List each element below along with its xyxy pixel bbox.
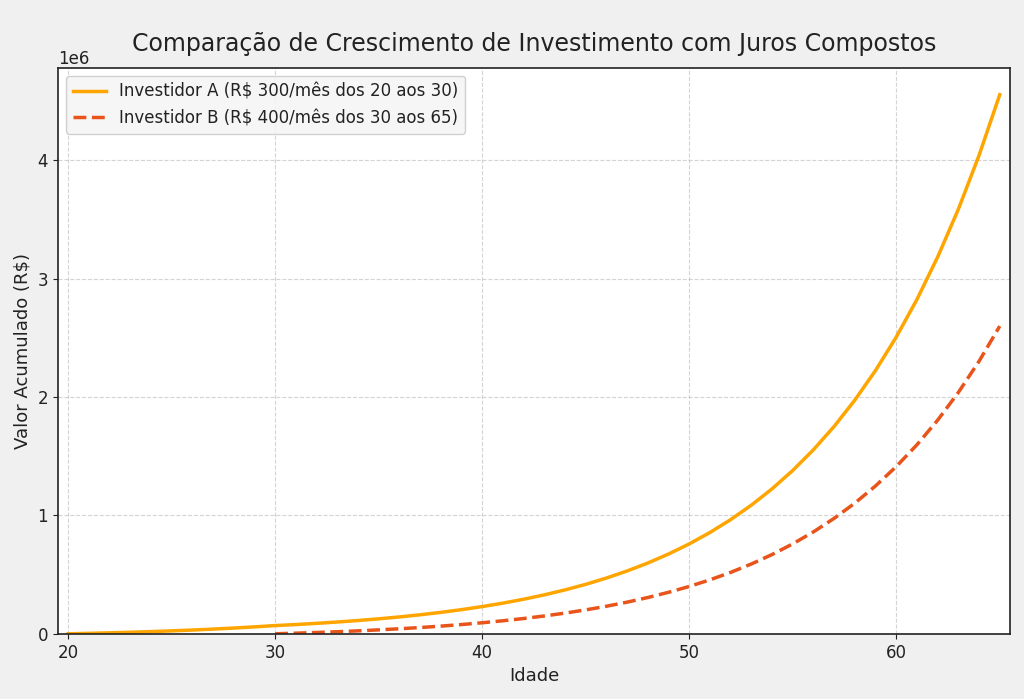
Investidor B (R$ 400/mês dos 30 aos 65) bbox=[952, 388, 965, 396]
Investidor B (R$ 400/mês dos 30 aos 65) bbox=[621, 598, 633, 606]
Investidor A (R$ 300/mês dos 20 aos 30) bbox=[352, 617, 365, 625]
Investidor A (R$ 300/mês dos 20 aos 30) bbox=[766, 484, 778, 493]
Investidor B (R$ 400/mês dos 30 aos 65) bbox=[373, 626, 385, 634]
Investidor A (R$ 300/mês dos 20 aos 30) bbox=[973, 151, 985, 159]
Investidor A (R$ 300/mês dos 20 aos 30) bbox=[456, 605, 468, 614]
Investidor B (R$ 400/mês dos 30 aos 65) bbox=[993, 322, 1006, 331]
Investidor B (R$ 400/mês dos 30 aos 65) bbox=[807, 528, 819, 536]
Investidor B (R$ 400/mês dos 30 aos 65) bbox=[642, 593, 654, 602]
Investidor B (R$ 400/mês dos 30 aos 65) bbox=[725, 568, 737, 577]
Investidor A (R$ 300/mês dos 20 aos 30) bbox=[703, 528, 716, 537]
X-axis label: Idade: Idade bbox=[509, 667, 559, 685]
Line: Investidor A (R$ 300/mês dos 20 aos 30): Investidor A (R$ 300/mês dos 20 aos 30) bbox=[69, 94, 999, 634]
Investidor B (R$ 400/mês dos 30 aos 65) bbox=[745, 560, 758, 568]
Investidor A (R$ 300/mês dos 20 aos 30) bbox=[186, 626, 199, 634]
Title: Comparação de Crescimento de Investimento com Juros Compostos: Comparação de Crescimento de Investiment… bbox=[132, 32, 936, 56]
Investidor A (R$ 300/mês dos 20 aos 30) bbox=[932, 253, 944, 261]
Investidor A (R$ 300/mês dos 20 aos 30) bbox=[83, 629, 95, 637]
Investidor B (R$ 400/mês dos 30 aos 65) bbox=[683, 582, 695, 591]
Investidor A (R$ 300/mês dos 20 aos 30) bbox=[828, 422, 841, 431]
Investidor B (R$ 400/mês dos 30 aos 65) bbox=[434, 622, 446, 630]
Investidor A (R$ 300/mês dos 20 aos 30) bbox=[414, 611, 426, 619]
Investidor A (R$ 300/mês dos 20 aos 30) bbox=[890, 333, 902, 341]
Investidor B (R$ 400/mês dos 30 aos 65) bbox=[869, 482, 882, 490]
Investidor B (R$ 400/mês dos 30 aos 65) bbox=[393, 625, 406, 633]
Investidor A (R$ 300/mês dos 20 aos 30) bbox=[745, 501, 758, 510]
Investidor A (R$ 300/mês dos 20 aos 30) bbox=[124, 628, 136, 637]
Investidor B (R$ 400/mês dos 30 aos 65) bbox=[890, 462, 902, 470]
Investidor A (R$ 300/mês dos 20 aos 30) bbox=[103, 628, 116, 637]
Investidor A (R$ 300/mês dos 20 aos 30) bbox=[580, 580, 592, 589]
Investidor A (R$ 300/mês dos 20 aos 30) bbox=[725, 515, 737, 524]
Investidor B (R$ 400/mês dos 30 aos 65) bbox=[559, 609, 571, 617]
Investidor A (R$ 300/mês dos 20 aos 30) bbox=[227, 624, 240, 633]
Investidor B (R$ 400/mês dos 30 aos 65) bbox=[290, 629, 302, 637]
Investidor A (R$ 300/mês dos 20 aos 30) bbox=[910, 295, 923, 303]
Investidor B (R$ 400/mês dos 30 aos 65) bbox=[269, 630, 282, 638]
Investidor A (R$ 300/mês dos 20 aos 30) bbox=[663, 550, 675, 559]
Investidor A (R$ 300/mês dos 20 aos 30) bbox=[786, 466, 799, 475]
Investidor B (R$ 400/mês dos 30 aos 65) bbox=[703, 576, 716, 584]
Investidor A (R$ 300/mês dos 20 aos 30) bbox=[310, 619, 323, 628]
Investidor A (R$ 300/mês dos 20 aos 30) bbox=[807, 445, 819, 454]
Investidor A (R$ 300/mês dos 20 aos 30) bbox=[290, 620, 302, 628]
Investidor A (R$ 300/mês dos 20 aos 30) bbox=[393, 613, 406, 621]
Investidor A (R$ 300/mês dos 20 aos 30) bbox=[207, 625, 219, 633]
Investidor B (R$ 400/mês dos 30 aos 65) bbox=[352, 627, 365, 635]
Investidor B (R$ 400/mês dos 30 aos 65) bbox=[932, 416, 944, 424]
Investidor A (R$ 300/mês dos 20 aos 30) bbox=[62, 630, 75, 638]
Investidor A (R$ 300/mês dos 20 aos 30) bbox=[952, 205, 965, 213]
Investidor A (R$ 300/mês dos 20 aos 30) bbox=[166, 627, 178, 635]
Investidor B (R$ 400/mês dos 30 aos 65) bbox=[539, 612, 551, 620]
Investidor A (R$ 300/mês dos 20 aos 30) bbox=[849, 396, 861, 404]
Investidor A (R$ 300/mês dos 20 aos 30) bbox=[559, 586, 571, 594]
Investidor A (R$ 300/mês dos 20 aos 30) bbox=[517, 595, 529, 603]
Investidor A (R$ 300/mês dos 20 aos 30) bbox=[539, 591, 551, 599]
Investidor A (R$ 300/mês dos 20 aos 30) bbox=[621, 567, 633, 575]
Investidor A (R$ 300/mês dos 20 aos 30) bbox=[600, 574, 612, 582]
Investidor A (R$ 300/mês dos 20 aos 30) bbox=[373, 614, 385, 623]
Investidor A (R$ 300/mês dos 20 aos 30) bbox=[497, 599, 509, 607]
Investidor B (R$ 400/mês dos 30 aos 65) bbox=[331, 628, 343, 636]
Investidor B (R$ 400/mês dos 30 aos 65) bbox=[849, 499, 861, 507]
Investidor A (R$ 300/mês dos 20 aos 30) bbox=[993, 90, 1006, 99]
Investidor B (R$ 400/mês dos 30 aos 65) bbox=[663, 588, 675, 596]
Investidor B (R$ 400/mês dos 30 aos 65) bbox=[973, 357, 985, 366]
Investidor B (R$ 400/mês dos 30 aos 65) bbox=[766, 550, 778, 559]
Investidor A (R$ 300/mês dos 20 aos 30) bbox=[476, 603, 488, 611]
Investidor B (R$ 400/mês dos 30 aos 65) bbox=[580, 606, 592, 614]
Investidor B (R$ 400/mês dos 30 aos 65) bbox=[910, 440, 923, 449]
Investidor B (R$ 400/mês dos 30 aos 65) bbox=[456, 620, 468, 628]
Legend: Investidor A (R$ 300/mês dos 20 aos 30), Investidor B (R$ 400/mês dos 30 aos 65): Investidor A (R$ 300/mês dos 20 aos 30),… bbox=[67, 76, 465, 134]
Investidor B (R$ 400/mês dos 30 aos 65) bbox=[497, 617, 509, 625]
Investidor B (R$ 400/mês dos 30 aos 65) bbox=[414, 624, 426, 632]
Line: Investidor B (R$ 400/mês dos 30 aos 65): Investidor B (R$ 400/mês dos 30 aos 65) bbox=[275, 326, 999, 634]
Investidor B (R$ 400/mês dos 30 aos 65) bbox=[600, 602, 612, 610]
Investidor B (R$ 400/mês dos 30 aos 65) bbox=[828, 514, 841, 523]
Investidor B (R$ 400/mês dos 30 aos 65) bbox=[786, 540, 799, 548]
Investidor A (R$ 300/mês dos 20 aos 30) bbox=[269, 621, 282, 630]
Investidor A (R$ 300/mês dos 20 aos 30) bbox=[434, 608, 446, 617]
Investidor A (R$ 300/mês dos 20 aos 30) bbox=[869, 366, 882, 375]
Investidor A (R$ 300/mês dos 20 aos 30) bbox=[642, 559, 654, 567]
Y-axis label: Valor Acumulado (R$): Valor Acumulado (R$) bbox=[14, 253, 32, 449]
Investidor B (R$ 400/mês dos 30 aos 65) bbox=[476, 619, 488, 627]
Investidor A (R$ 300/mês dos 20 aos 30) bbox=[249, 623, 261, 631]
Investidor B (R$ 400/mês dos 30 aos 65) bbox=[517, 614, 529, 623]
Investidor A (R$ 300/mês dos 20 aos 30) bbox=[683, 540, 695, 548]
Investidor A (R$ 300/mês dos 20 aos 30) bbox=[331, 618, 343, 626]
Investidor A (R$ 300/mês dos 20 aos 30) bbox=[144, 628, 157, 636]
Investidor B (R$ 400/mês dos 30 aos 65) bbox=[310, 628, 323, 637]
